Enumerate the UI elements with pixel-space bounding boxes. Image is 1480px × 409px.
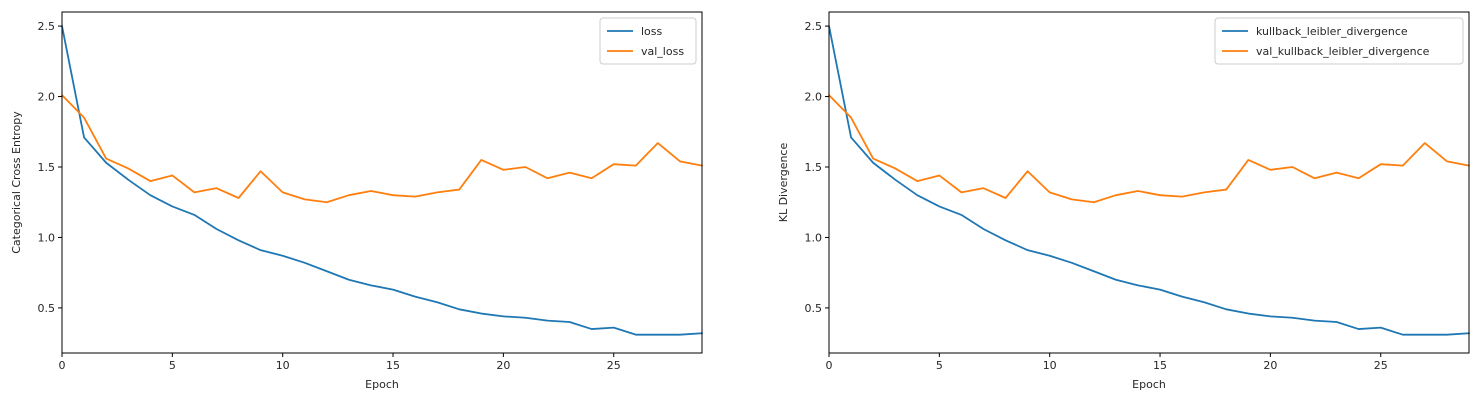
plot-frame [828, 11, 1470, 354]
x-tick-label: 15 [1153, 359, 1167, 372]
legend-label-1: val_kullback_leibler_divergence [1256, 45, 1430, 58]
x-tick-label: 0 [826, 359, 833, 372]
series-line-1 [61, 94, 703, 204]
x-tick-label: 25 [1374, 359, 1388, 372]
y-tick-label: 1.5 [805, 161, 823, 174]
y-tick-label: 2.5 [805, 20, 823, 33]
x-tick-label: 20 [1263, 359, 1277, 372]
chart-svg: 0 5 10 15 20 25 0.5 1.0 1.5 2.0 2.5 Epoch Categorica… [10, 11, 703, 391]
legend-label-0: kullback_leibler_divergence [1256, 25, 1408, 38]
series-line-1 [828, 94, 1470, 204]
chart-panel-cross-entropy: 0 5 10 15 20 25 0.5 1.0 1.5 2.0 2.5 Epoch Categorica… [10, 11, 703, 391]
y-tick-label: 1.0 [805, 231, 823, 244]
x-tick-label: 5 [169, 359, 176, 372]
legend: kullback_leibler_divergence val_kullback_… [1214, 17, 1464, 65]
x-axis-label: Epoch [365, 378, 399, 391]
x-axis-label: Epoch [1132, 378, 1166, 391]
legend-box [1214, 17, 1464, 65]
x-tick-label: 25 [607, 359, 621, 372]
x-tick-label: 20 [496, 359, 510, 372]
x-tick-label: 15 [386, 359, 400, 372]
legend: loss val_loss [599, 17, 697, 65]
x-tick-label: 10 [276, 359, 290, 372]
y-tick-label: 2.0 [805, 91, 823, 104]
y-tick-label: 1.0 [38, 231, 56, 244]
x-tick-label: 0 [59, 359, 66, 372]
legend-label-1: val_loss [641, 45, 684, 58]
series-line-0 [61, 25, 703, 336]
y-tick-label: 1.5 [38, 161, 56, 174]
series-line-0 [828, 25, 1470, 336]
x-tick-label: 10 [1043, 359, 1057, 372]
y-tick-label: 0.5 [38, 302, 56, 315]
y-axis-label: KL Divergence [777, 143, 790, 223]
plot-frame [61, 11, 703, 354]
x-tick-label: 5 [936, 359, 943, 372]
y-tick-label: 2.5 [38, 20, 56, 33]
y-axis-label: Categorical Cross Entropy [10, 111, 23, 254]
y-tick-label: 0.5 [805, 302, 823, 315]
legend-label-0: loss [641, 25, 663, 38]
legend-box [599, 17, 697, 65]
y-tick-label: 2.0 [38, 91, 56, 104]
chart-svg: 0 5 10 15 20 25 0.5 1.0 1.5 2.0 2.5 Epoch KL Diverge… [777, 11, 1470, 391]
chart-panel-kl-divergence: 0 5 10 15 20 25 0.5 1.0 1.5 2.0 2.5 Epoch KL Diverge… [740, 0, 1480, 409]
